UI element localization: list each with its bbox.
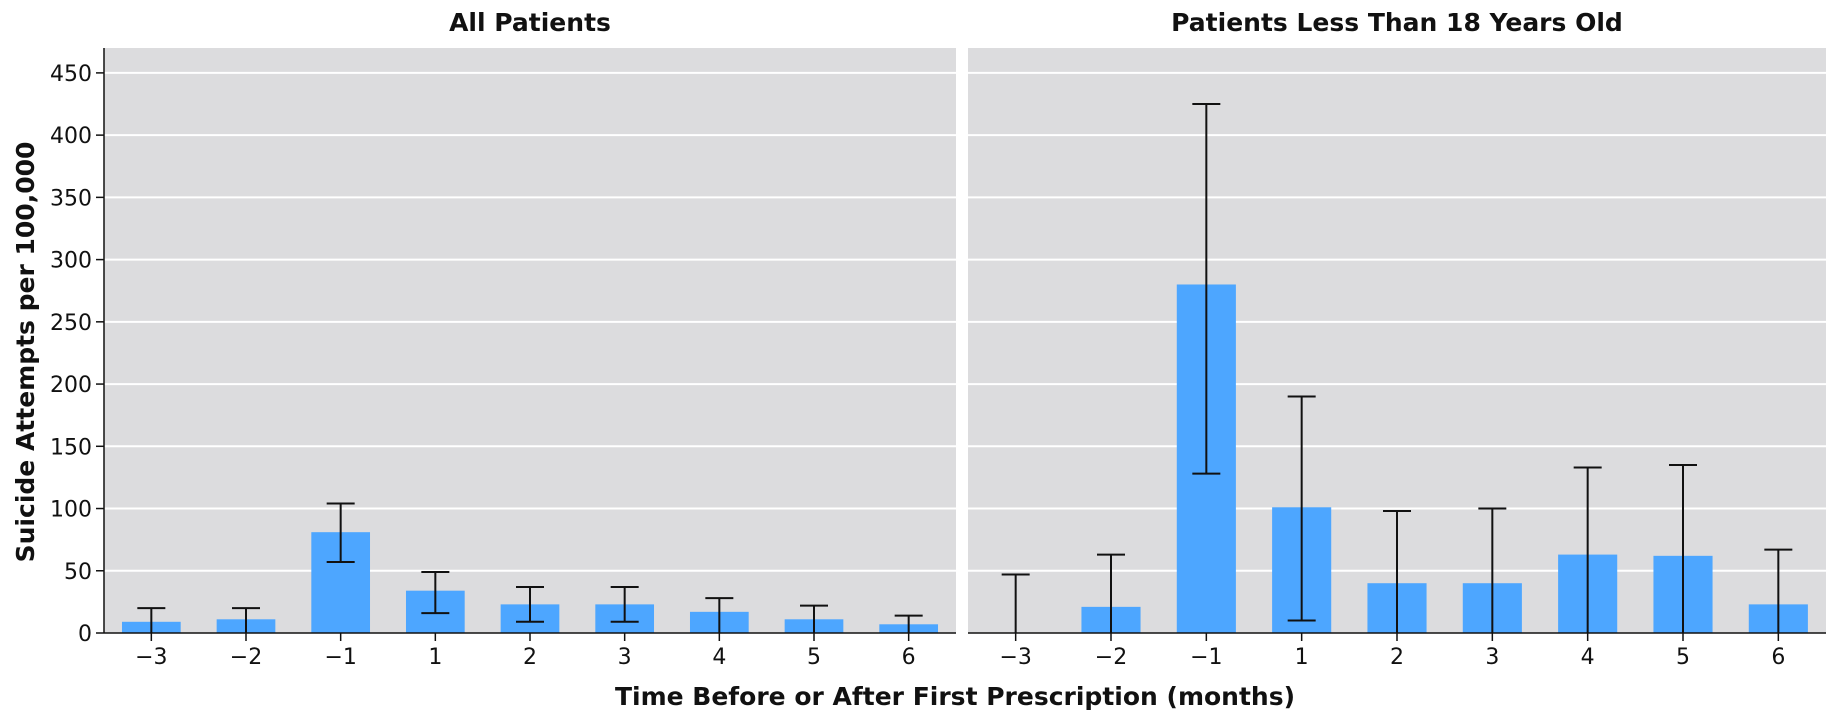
panel-title: Patients Less Than 18 Years Old: [1171, 8, 1623, 37]
y-tick-label: 150: [50, 435, 92, 460]
x-tick-label: −3: [999, 645, 1031, 670]
y-tick-label: 100: [50, 498, 92, 523]
x-tick-label: 5: [1676, 645, 1690, 670]
x-tick-label: 1: [428, 645, 442, 670]
x-tick-label: 3: [1485, 645, 1499, 670]
x-tick-label: 3: [618, 645, 632, 670]
x-tick-label: 4: [712, 645, 726, 670]
x-tick-label: 2: [1390, 645, 1404, 670]
y-tick-label: 200: [50, 373, 92, 398]
x-tick-label: 6: [902, 645, 916, 670]
y-tick-label: 400: [50, 124, 92, 149]
y-tick-label: 0: [78, 622, 92, 647]
panels: All Patients −3 −2 −1 1 2 3 4 5 6 0 50 100 150 200 250 3…: [50, 8, 1826, 670]
x-tick-label: −3: [135, 645, 167, 670]
y-axis-label: Suicide Attempts per 100,000: [11, 142, 40, 563]
x-tick-label: −1: [324, 645, 356, 670]
x-tick-label: 6: [1771, 645, 1785, 670]
x-tick-label: 2: [523, 645, 537, 670]
panel-1: All Patients −3 −2 −1 1 2 3 4 5 6 0 50 100 150 200 250 3…: [50, 8, 956, 670]
y-tick-label: 50: [64, 560, 92, 585]
x-tick-label: 4: [1581, 645, 1595, 670]
x-axis-label: Time Before or After First Prescription …: [615, 682, 1295, 711]
panel-2: Patients Less Than 18 Years Old −3 −2 −1 1 2 3…: [968, 8, 1826, 670]
x-tick-label: −1: [1190, 645, 1222, 670]
panel-title: All Patients: [449, 8, 611, 37]
x-tick-label: 1: [1295, 645, 1309, 670]
plot-background: [104, 48, 956, 633]
y-tick-label: 300: [50, 249, 92, 274]
x-tick-label: −2: [1095, 645, 1127, 670]
x-tick-label: −2: [230, 645, 262, 670]
y-tick-label: 450: [50, 62, 92, 87]
x-tick-label: 5: [807, 645, 821, 670]
y-tick-label: 350: [50, 186, 92, 211]
y-tick-label: 250: [50, 311, 92, 336]
